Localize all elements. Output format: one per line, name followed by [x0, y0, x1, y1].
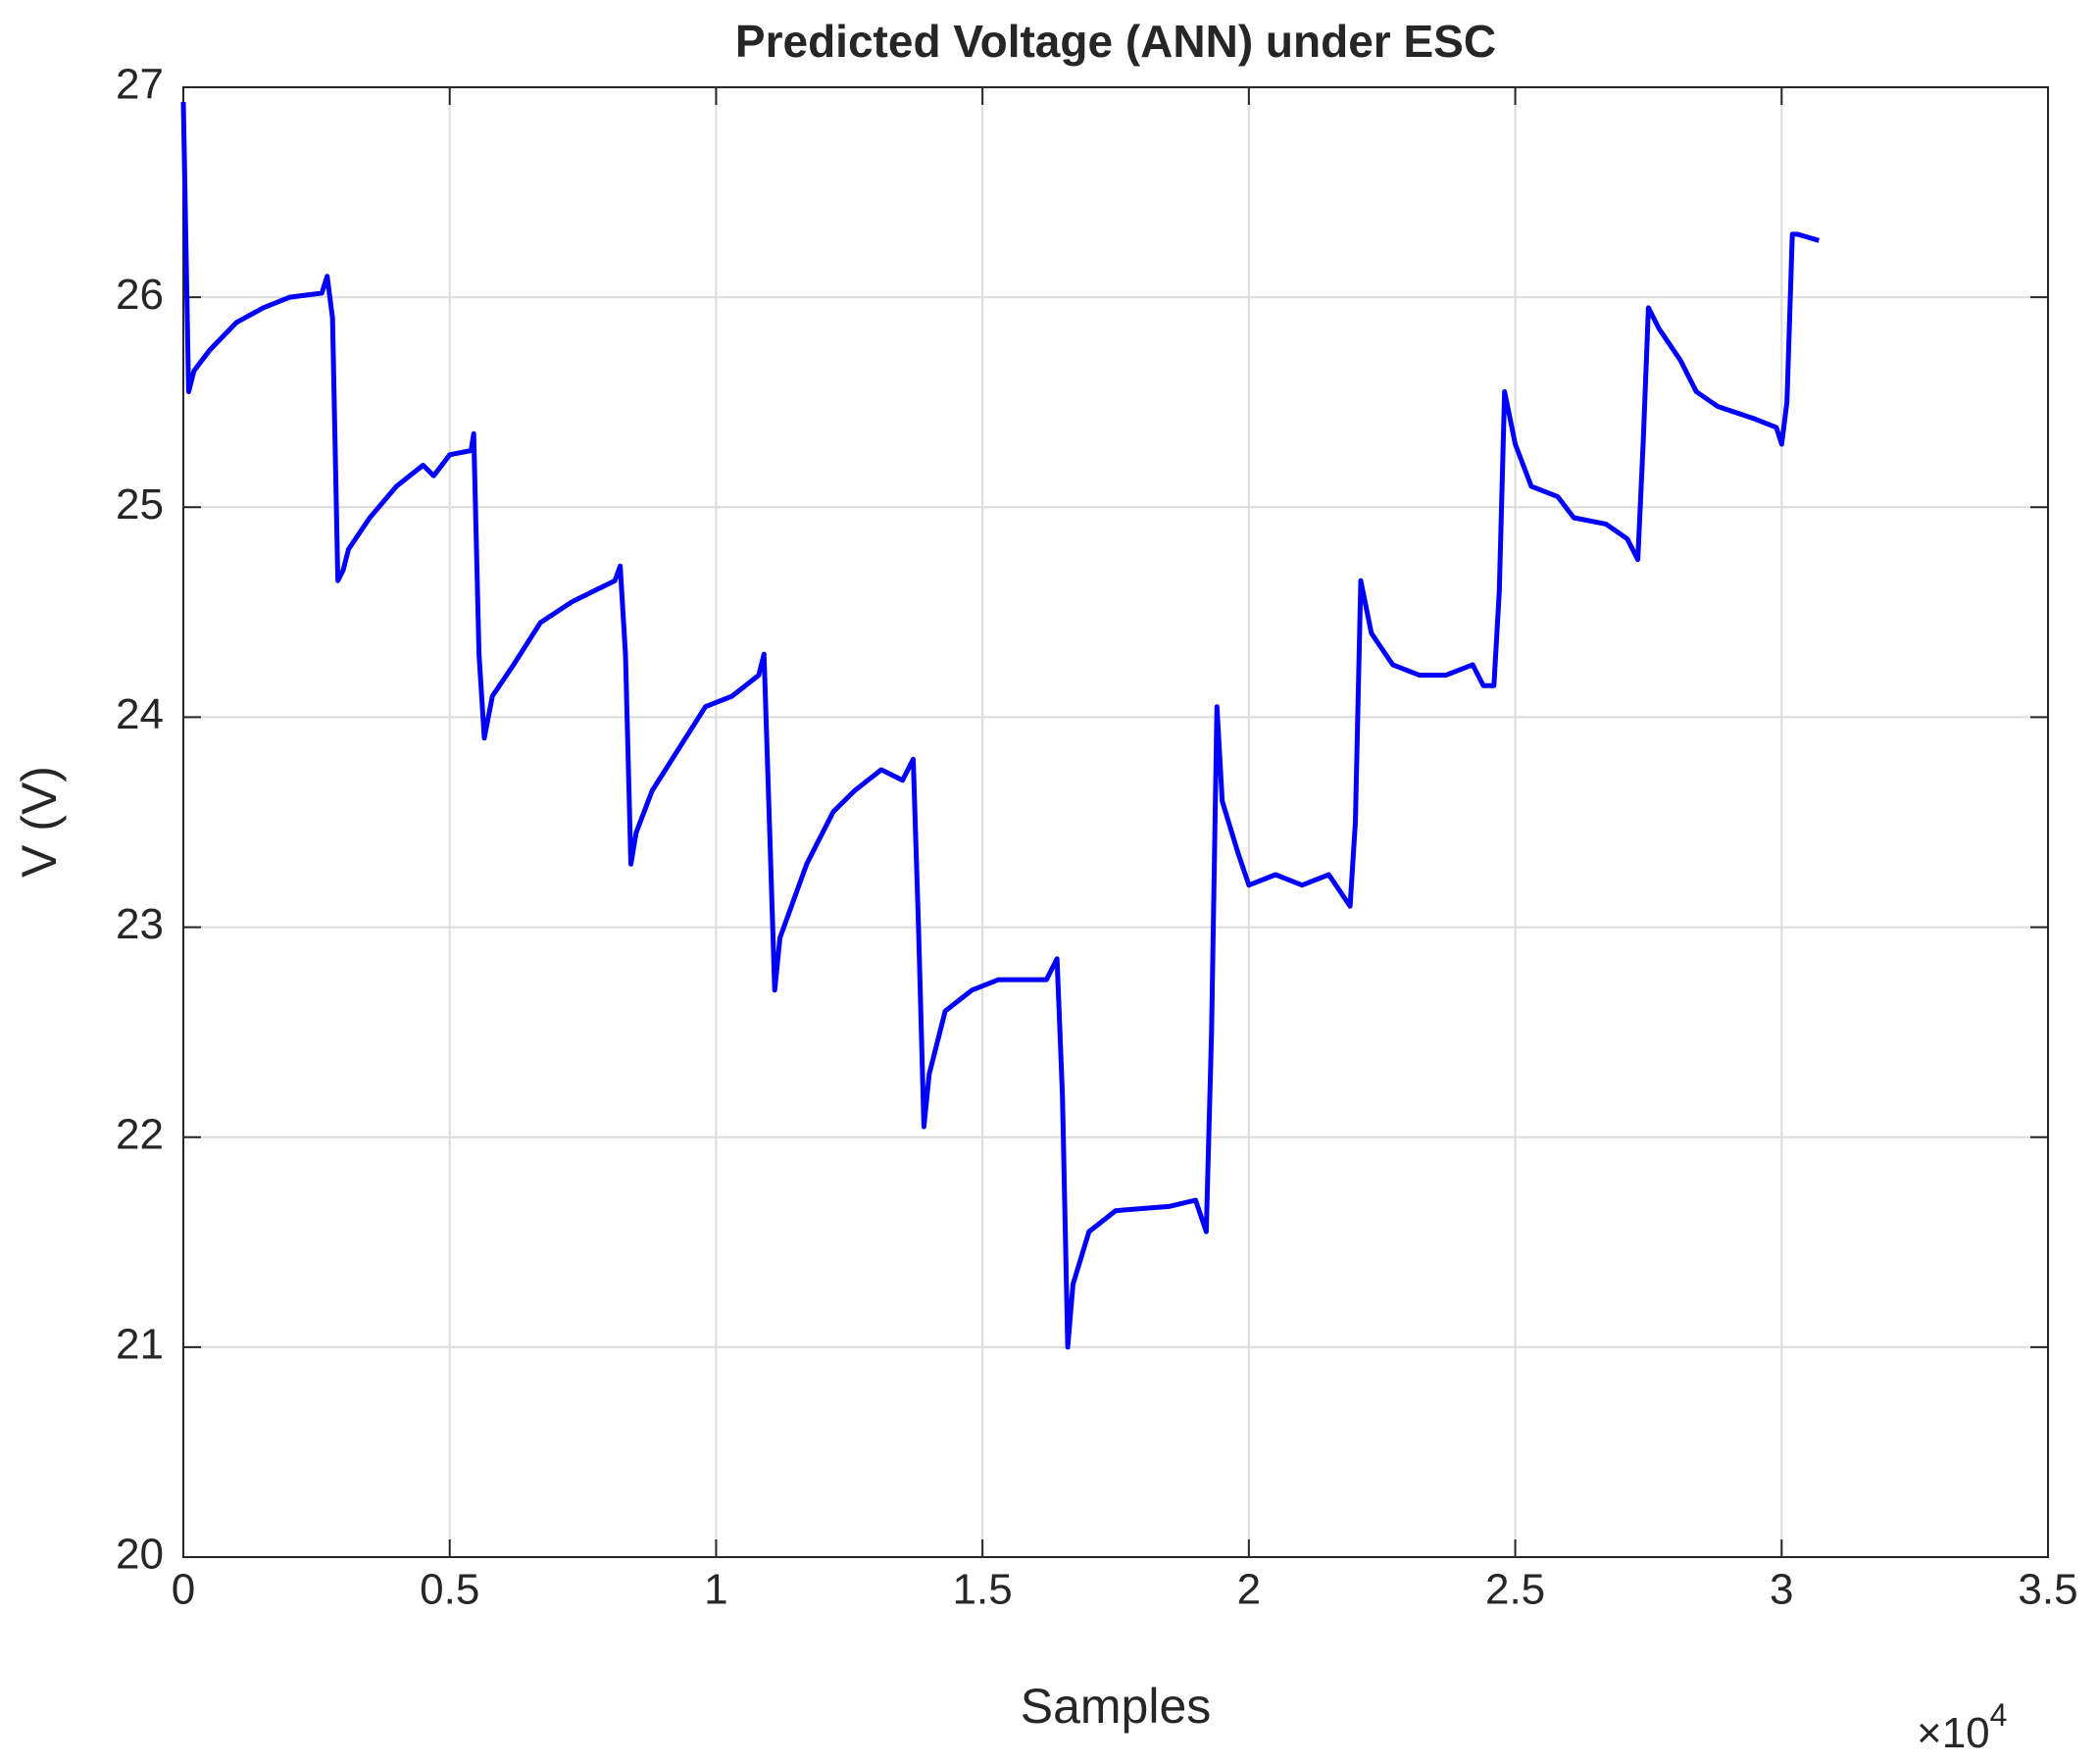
y-tick-label: 26	[116, 271, 164, 319]
x-multiplier: ×104	[1917, 1697, 2007, 1757]
x-tick-label: 2.5	[1485, 1566, 1545, 1614]
y-axis-label: V (V)	[12, 766, 67, 878]
x-multiplier-base: ×10	[1917, 1709, 1990, 1757]
x-tick-label: 1	[704, 1566, 727, 1614]
x-tick-label: 2	[1237, 1566, 1261, 1614]
plot-frame	[182, 86, 2049, 1558]
x-tick-label: 1.5	[953, 1566, 1013, 1614]
x-tick-label: 3.5	[2018, 1566, 2077, 1614]
y-tick-label: 25	[116, 480, 164, 529]
x-tick-label: 3	[1770, 1566, 1793, 1614]
x-tick-label: 0	[172, 1566, 195, 1614]
y-tick-label: 22	[116, 1110, 164, 1158]
chart-title: Predicted Voltage (ANN) under ESC	[735, 16, 1496, 67]
x-axis-label: Samples	[1021, 1679, 1212, 1734]
x-multiplier-exponent: 4	[1990, 1697, 2008, 1733]
y-tick-label: 23	[116, 900, 164, 948]
y-tick-label: 27	[116, 61, 164, 109]
voltage-line	[180, 101, 1821, 1350]
x-tick-label: 0.5	[420, 1566, 479, 1614]
y-tick-label: 20	[116, 1531, 164, 1579]
y-tick-label: 24	[116, 690, 164, 738]
y-tick-label: 21	[116, 1320, 164, 1368]
